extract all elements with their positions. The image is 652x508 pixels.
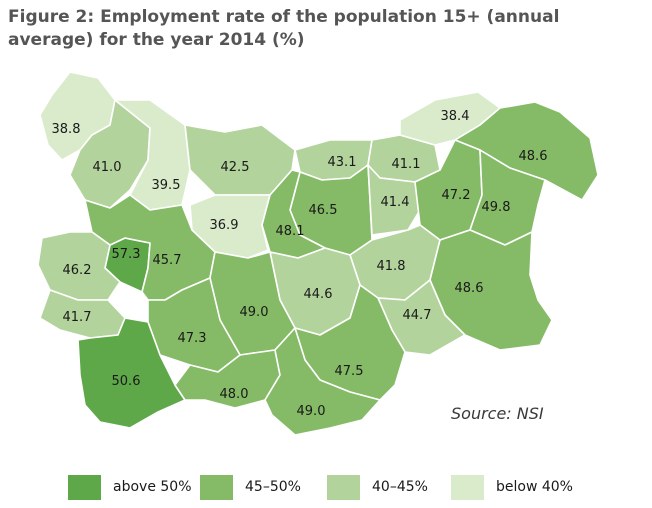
- region-value-label: 38.8: [52, 122, 81, 137]
- region-value-label: 50.6: [112, 374, 141, 389]
- source-note: Source: NSI: [451, 404, 544, 423]
- region-value-label: 45.7: [153, 253, 182, 268]
- region-value-label: 36.9: [210, 218, 239, 233]
- region-value-label: 49.0: [297, 404, 326, 419]
- legend-swatch: [327, 474, 360, 500]
- title-line-1: Figure 2: Employment rate of the populat…: [8, 7, 560, 27]
- region-value-label: 46.5: [309, 203, 338, 218]
- legend-label: 45–50%: [245, 479, 301, 495]
- region-value-label: 39.5: [152, 178, 181, 193]
- region-value-label: 42.5: [221, 160, 250, 175]
- bulgaria-map: 38.8 41.0 39.5 42.5 43.1 41.1 38.4 48.6 36.9 46.5…: [37, 71, 599, 436]
- region-value-label: 57.3: [112, 247, 141, 262]
- region-value-label: 44.6: [304, 287, 333, 302]
- region-value-label: 47.5: [335, 364, 364, 379]
- region-kardzhali: [264, 327, 381, 436]
- legend-item-below-40: below 40%: [451, 472, 573, 502]
- region-value-label: 43.1: [328, 155, 357, 170]
- region-value-label: 49.0: [240, 305, 269, 320]
- legend-swatch: [68, 474, 101, 500]
- region-value-label: 47.2: [442, 188, 471, 203]
- legend-label: above 50%: [113, 479, 192, 495]
- region-value-label: 48.6: [519, 149, 548, 164]
- region-value-label: 41.4: [381, 195, 410, 210]
- legend-swatch: [451, 474, 484, 500]
- region-value-label: 41.8: [377, 259, 406, 274]
- title-line-2: average) for the year 2014 (%): [8, 30, 305, 50]
- region-dobrich: [454, 101, 599, 201]
- region-value-label: 41.1: [392, 157, 421, 172]
- region-value-label: 41.7: [63, 310, 92, 325]
- region-targovishte: [367, 164, 421, 236]
- labels-layer: 38.8 41.0 39.5 42.5 43.1 41.1 38.4 48.6 36.9 46.5…: [52, 109, 548, 419]
- legend-item-40-45: 40–45%: [327, 472, 428, 502]
- legend-item-above-50: above 50%: [68, 472, 192, 502]
- regions-layer: [37, 71, 599, 436]
- region-value-label: 48.6: [455, 281, 484, 296]
- region-value-label: 41.0: [93, 160, 122, 175]
- region-value-label: 44.7: [403, 308, 432, 323]
- region-value-label: 47.3: [178, 331, 207, 346]
- region-value-label: 38.4: [441, 109, 470, 124]
- region-value-label: 48.1: [276, 224, 305, 239]
- legend-swatch: [200, 474, 233, 500]
- region-pernik: [37, 231, 121, 301]
- legend-label: 40–45%: [372, 479, 428, 495]
- legend: above 50% 45–50% 40–45% below 40%: [0, 472, 652, 502]
- legend-label: below 40%: [496, 479, 573, 495]
- region-value-label: 46.2: [63, 263, 92, 278]
- region-value-label: 49.8: [482, 200, 511, 215]
- figure-title: Figure 2: Employment rate of the populat…: [8, 6, 608, 52]
- region-value-label: 48.0: [220, 387, 249, 402]
- legend-item-45-50: 45–50%: [200, 472, 301, 502]
